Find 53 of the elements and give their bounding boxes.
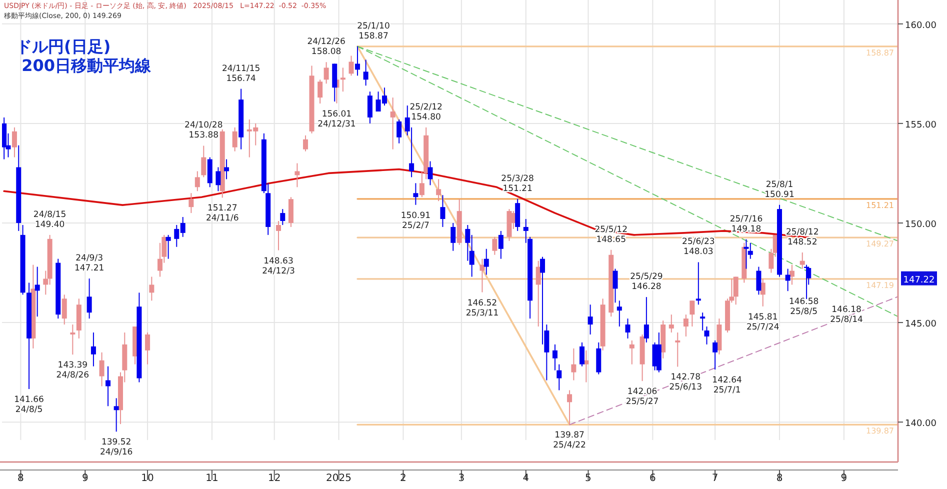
y-tick-label: 140.00 [905,419,937,430]
x-tick-label: 10 [141,473,154,484]
annotation: 146.18 25/8/14 [830,305,863,326]
annotation: 156.01 24/12/31 [318,109,356,130]
x-tick-label: 9 [840,473,848,484]
annotation: 143.39 24/8/26 [56,360,90,381]
annotation: 25/5/29 146.28 [630,272,663,292]
annotation: 25/3/28 151.21 [501,174,534,194]
annotation: 24/10/28 153.88 [184,120,223,141]
annotation: 151.27 24/11/6 [206,204,239,224]
annotation: 142.78 25/6/13 [669,372,702,393]
annotation: 24/9/3 147.21 [74,254,104,274]
x-tick-label: 2025 [326,473,352,484]
annotation: 141.66 24/8/5 [14,395,44,416]
y-tick-label: 145.00 [905,320,937,330]
annotation: 25/1/10 158.87 [357,21,390,42]
series-label: 147.19 [866,280,894,290]
x-tick-label: 8 [776,473,783,484]
annotation: 142.64 25/7/1 [712,376,742,396]
x-tick-label: 12 [268,473,281,484]
annotation: 139.87 25/4/22 [553,430,586,451]
annotation: 25/6/23 148.03 [682,237,715,258]
annotation: 24/8/15 149.40 [33,210,66,230]
x-tick-label: 11 [206,473,218,484]
x-tick-label: 6 [650,473,656,484]
x-tick-label: 3 [458,473,465,484]
x-tick-label: 2 [400,473,406,484]
x-tick-label: 4 [522,473,530,484]
annotation: 24/12/26 158.08 [307,37,346,58]
annotation: 142.06 25/5/27 [626,387,659,408]
annotation: 147.22 [903,275,935,286]
series-label: 151.21 [866,200,894,210]
annotation: 146.52 25/3/11 [466,298,499,318]
y-tick-label: 160.00 [905,20,937,31]
x-tick-label: 7 [712,473,718,484]
annotation: 148.63 24/12/3 [262,256,295,276]
x-tick-label: 9 [82,473,88,484]
y-tick-label: 155.00 [905,120,937,130]
y-tick-label: 150.00 [905,220,937,230]
series-label: 139.87 [866,426,894,436]
series-label: 158.87 [866,48,894,58]
annotation: 25/2/12 154.80 [410,102,442,122]
annotation: 139.52 24/9/16 [100,438,133,458]
annotation: 150.91 25/2/7 [400,210,431,231]
x-tick-label: 8 [18,473,24,484]
annotation: 25/8/12 148.52 [786,227,819,248]
annotation: 145.81 25/7/24 [746,312,780,332]
annotation: 25/8/1 150.91 [764,180,794,200]
x-tick-label: 5 [585,473,592,484]
text: ドル円(日足) 200日移動平均線 [16,37,152,75]
series-label: 149.27 [866,240,894,249]
annotation: 24/11/15 156.74 [222,64,260,84]
annotation: 146.58 25/8/5 [788,297,819,318]
